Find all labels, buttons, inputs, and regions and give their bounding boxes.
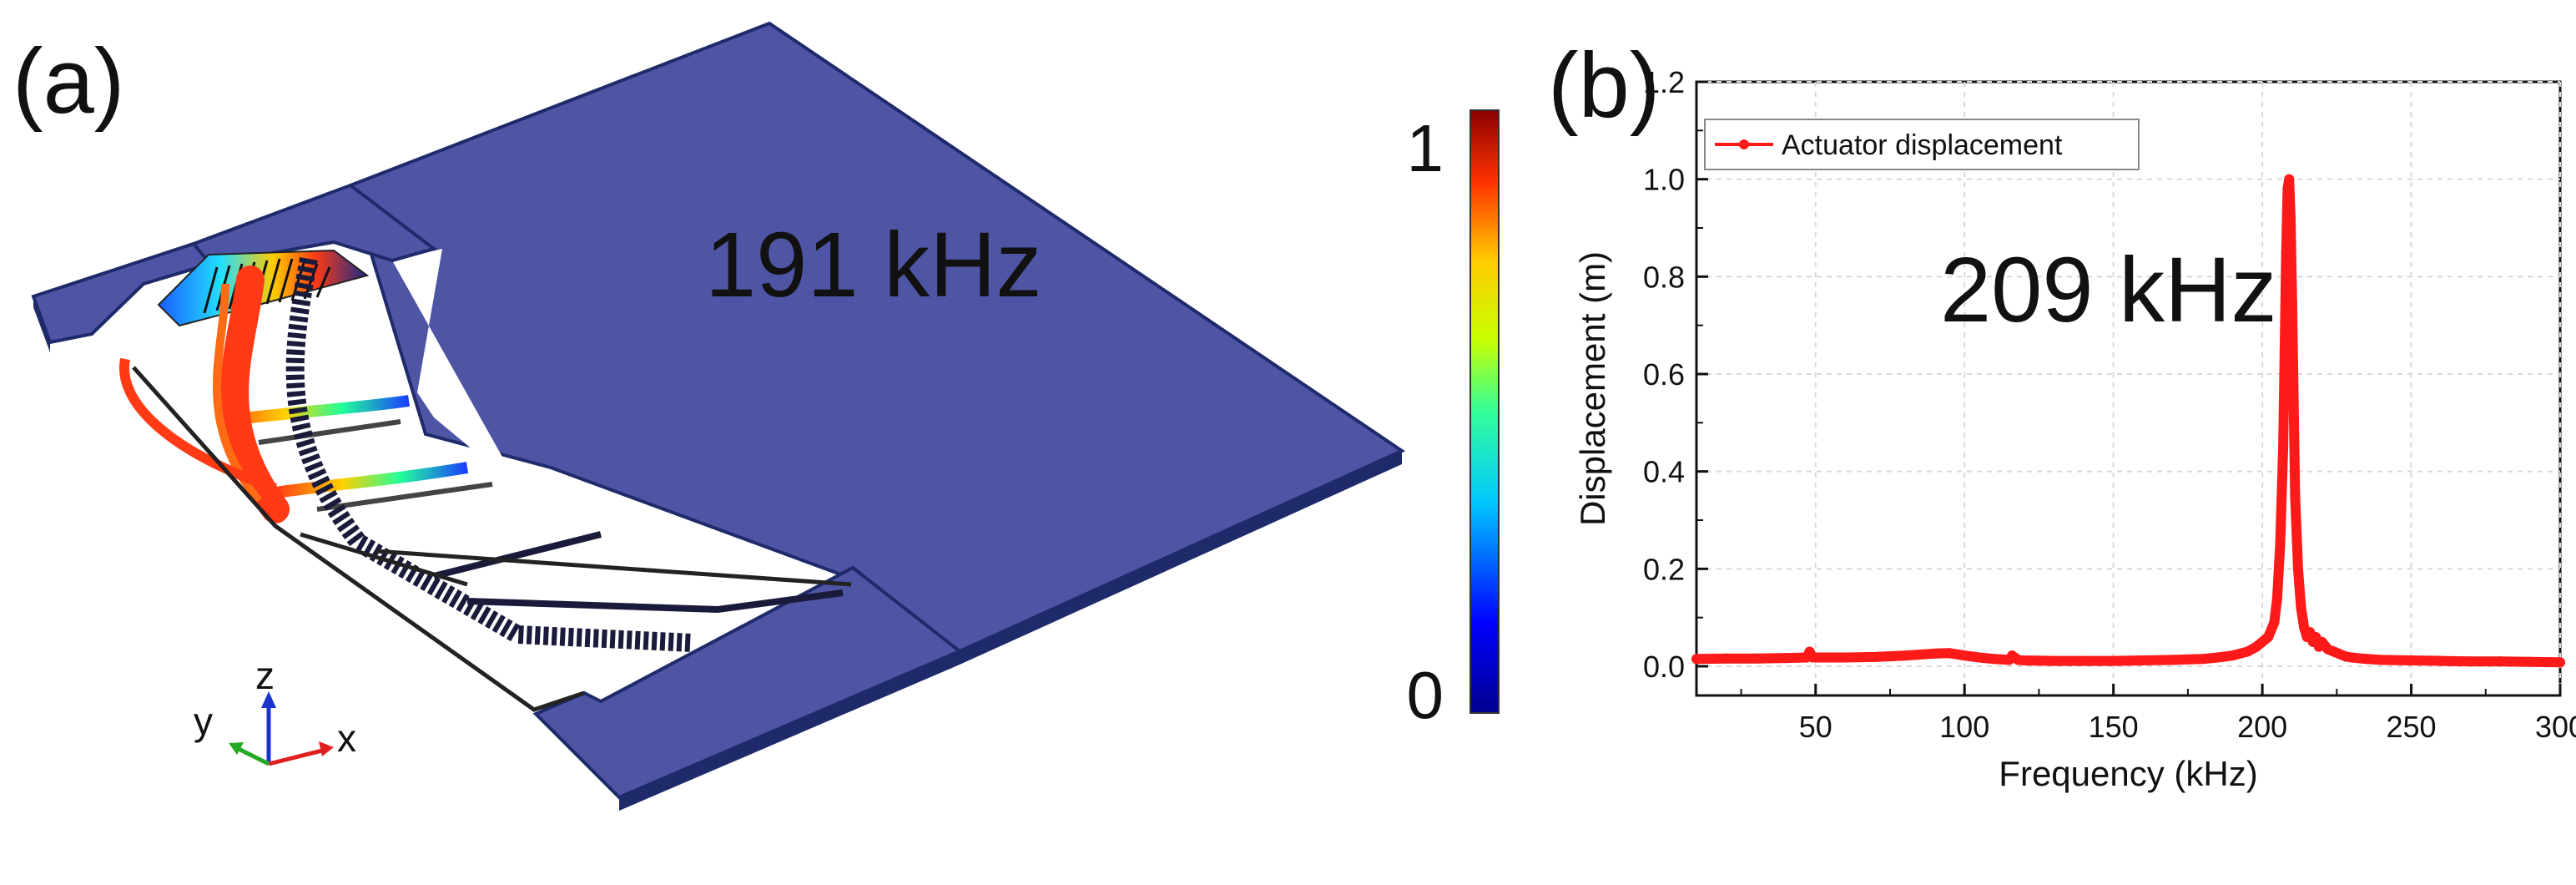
x-tick-label: 250 xyxy=(2387,710,2437,744)
data-point xyxy=(2347,652,2357,663)
data-point xyxy=(2465,656,2476,667)
legend-marker-sample xyxy=(1739,139,1749,149)
y-tick-label: 0.4 xyxy=(1643,455,1685,489)
plot-area xyxy=(1695,80,2562,697)
data-point xyxy=(2278,442,2289,453)
data-point xyxy=(2316,636,2327,647)
data-point xyxy=(2525,656,2536,667)
panel-a-letter: (a) xyxy=(13,30,124,133)
data-point xyxy=(2138,655,2149,665)
data-point xyxy=(2078,655,2089,666)
proof-mass-plate-edge xyxy=(960,451,1402,665)
triad-y-label: y xyxy=(194,700,213,743)
data-point xyxy=(2275,539,2286,550)
axis-ticks: 50 100 150 200 250 300 0.0 0.2 0.4 0.6 0.8 1.0 1.2 xyxy=(1643,65,2576,744)
legend: Actuator displacement xyxy=(1704,119,2140,170)
data-point xyxy=(2495,656,2506,667)
data-point xyxy=(1974,652,1985,663)
data-point xyxy=(1825,652,1836,663)
fem-mode-shape-view: (a) xyxy=(13,21,1500,811)
data-point xyxy=(2212,652,2223,663)
data-point xyxy=(2290,490,2301,501)
data-point xyxy=(1721,653,1732,664)
anchor-pad-edge xyxy=(33,296,50,352)
data-point xyxy=(2269,617,2280,628)
data-point xyxy=(1944,648,1955,659)
chain-beam xyxy=(285,257,693,652)
data-point xyxy=(2242,646,2253,657)
data-point xyxy=(2281,247,2291,258)
axis-triad: z x y xyxy=(194,654,356,766)
data-point xyxy=(2279,344,2290,355)
y-tick-label: 0.0 xyxy=(1643,650,1685,684)
actuator-arm-displaced xyxy=(220,266,290,523)
x-tick-label: 300 xyxy=(2535,710,2576,744)
data-point xyxy=(2168,655,2179,665)
grid xyxy=(1696,81,2561,695)
data-point xyxy=(1989,654,1999,665)
colorbar xyxy=(1469,109,1500,714)
y-tick-label: 0.8 xyxy=(1643,260,1685,294)
panel-a: (a) xyxy=(13,21,1500,811)
data-point xyxy=(1959,650,1970,661)
panel-b: (b) 50 100 150 200 250 300 0.0 0.2 0.4 0.6 0.8 1.0 1… xyxy=(1502,0,2576,881)
data-point xyxy=(2362,654,2372,665)
y-tick-label: 1.0 xyxy=(1643,163,1685,197)
chain-beam-lower xyxy=(433,531,844,614)
y-tick-label: 1.2 xyxy=(1643,65,1685,99)
data-point xyxy=(2296,603,2306,613)
data-point xyxy=(2288,393,2299,404)
data-point xyxy=(2108,655,2119,666)
legend-box xyxy=(1704,119,2140,170)
data-point xyxy=(2555,657,2565,668)
legend-entry-actuator-displacement: Actuator displacement xyxy=(1782,129,2063,161)
x-tick-label: 150 xyxy=(2089,710,2139,744)
x-tick-label: 50 xyxy=(1799,710,1832,744)
colorbar-max-label: 1 xyxy=(1407,111,1444,185)
actuator-tail xyxy=(118,357,277,493)
y-axis-label: Displacement (m) xyxy=(1573,251,1612,526)
data-point xyxy=(2292,564,2303,574)
triad-x-label: x xyxy=(337,716,356,760)
triad-z-label: z xyxy=(255,654,275,697)
y-tick-label: 0.6 xyxy=(1643,357,1685,392)
data-point xyxy=(1781,653,1792,664)
y-tick-label: 0.2 xyxy=(1643,552,1685,586)
peak-frequency-label: 209 kHz xyxy=(1940,239,2277,341)
data-point xyxy=(2271,593,2282,604)
series-layer xyxy=(1691,174,2565,668)
data-point xyxy=(1870,651,1881,662)
colorbar-min-label: 0 xyxy=(1407,658,1444,732)
mode-frequency-label: 191 kHz xyxy=(705,214,1042,316)
data-point xyxy=(2406,655,2417,665)
frequency-response-chart: (b) 50 100 150 200 250 300 0.0 0.2 0.4 0.6 0.8 1.0 1… xyxy=(1548,34,2576,793)
suspension-beam-4 xyxy=(316,482,493,512)
data-point xyxy=(2286,296,2297,306)
data-point xyxy=(2263,632,2274,642)
data-point xyxy=(2282,184,2293,195)
data-point xyxy=(1840,652,1851,663)
x-tick-label: 200 xyxy=(2237,710,2287,744)
data-point xyxy=(1751,653,1762,664)
data-point xyxy=(1807,652,1818,663)
panel-b-letter: (b) xyxy=(1548,34,1660,137)
frame-outline xyxy=(132,366,852,712)
data-point xyxy=(2019,655,2029,665)
data-point xyxy=(1929,648,1940,659)
data-point xyxy=(1899,650,1910,661)
suspension-beam-3 xyxy=(258,419,401,445)
data-point xyxy=(2284,174,2295,185)
suspension-beam-2 xyxy=(275,462,469,498)
data-point xyxy=(2227,650,2238,661)
data-point xyxy=(1691,654,1701,665)
anchor-pad-bottom-edge xyxy=(619,651,960,811)
data-point xyxy=(2286,213,2296,224)
data-point xyxy=(2376,655,2387,665)
x-tick-label: 100 xyxy=(1939,710,1989,744)
data-point xyxy=(2049,655,2059,666)
data-point xyxy=(2436,655,2447,666)
data-point xyxy=(2197,654,2208,665)
x-axis-label: Frequency (kHz) xyxy=(1999,754,2257,793)
